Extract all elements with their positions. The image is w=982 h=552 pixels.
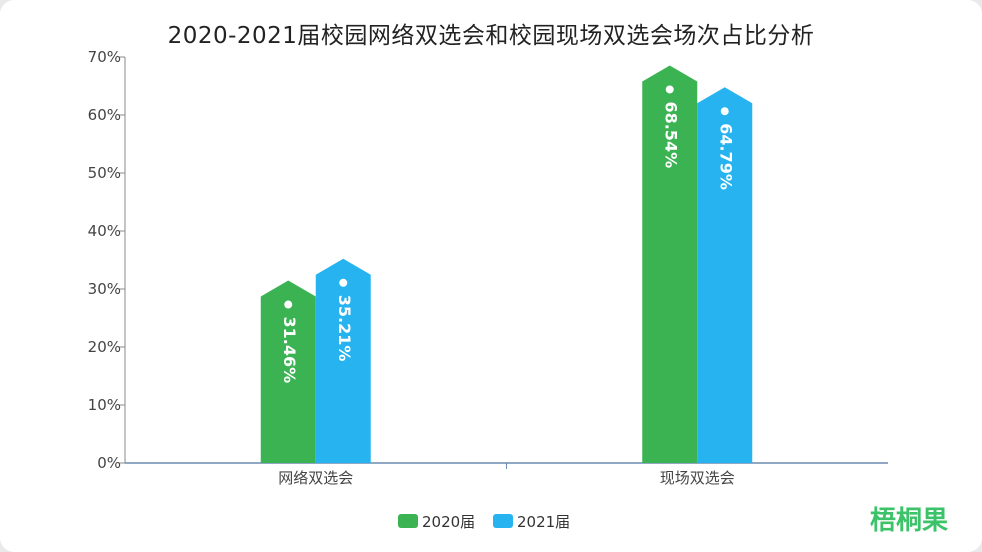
bar (697, 87, 753, 463)
brand-logo: 梧桐果 (869, 506, 948, 536)
legend-label: 2021届 (517, 513, 570, 531)
legend-swatch (493, 514, 513, 528)
bar-marker-dot (284, 300, 293, 309)
legend-label: 2020届 (422, 513, 475, 531)
x-category-label: 现场双选会 (660, 469, 735, 487)
bar (260, 280, 316, 463)
y-tick-label: 70% (88, 48, 121, 66)
legend-swatch (398, 514, 418, 528)
data-label: 35.21% (335, 295, 354, 362)
y-tick-label: 40% (88, 222, 121, 240)
chart-title: 2020-2021届校园网络双选会和校园现场双选会场次占比分析 (167, 23, 815, 49)
y-tick-label: 50% (88, 164, 121, 182)
x-category-label: 网络双选会 (278, 469, 353, 487)
y-tick-label: 20% (88, 338, 121, 356)
bar-marker-dot (665, 85, 674, 94)
y-tick-label: 10% (88, 396, 121, 414)
data-label: 64.79% (716, 123, 735, 190)
bar-marker-dot (339, 278, 348, 287)
y-tick-label: 30% (88, 280, 121, 298)
data-label: 31.46% (280, 317, 299, 384)
y-tick-label: 60% (88, 106, 121, 124)
data-label: 68.54% (661, 101, 680, 168)
bar (642, 65, 698, 463)
bar (315, 258, 371, 463)
y-tick-label: 0% (97, 454, 121, 472)
bar-marker-dot (720, 107, 729, 116)
